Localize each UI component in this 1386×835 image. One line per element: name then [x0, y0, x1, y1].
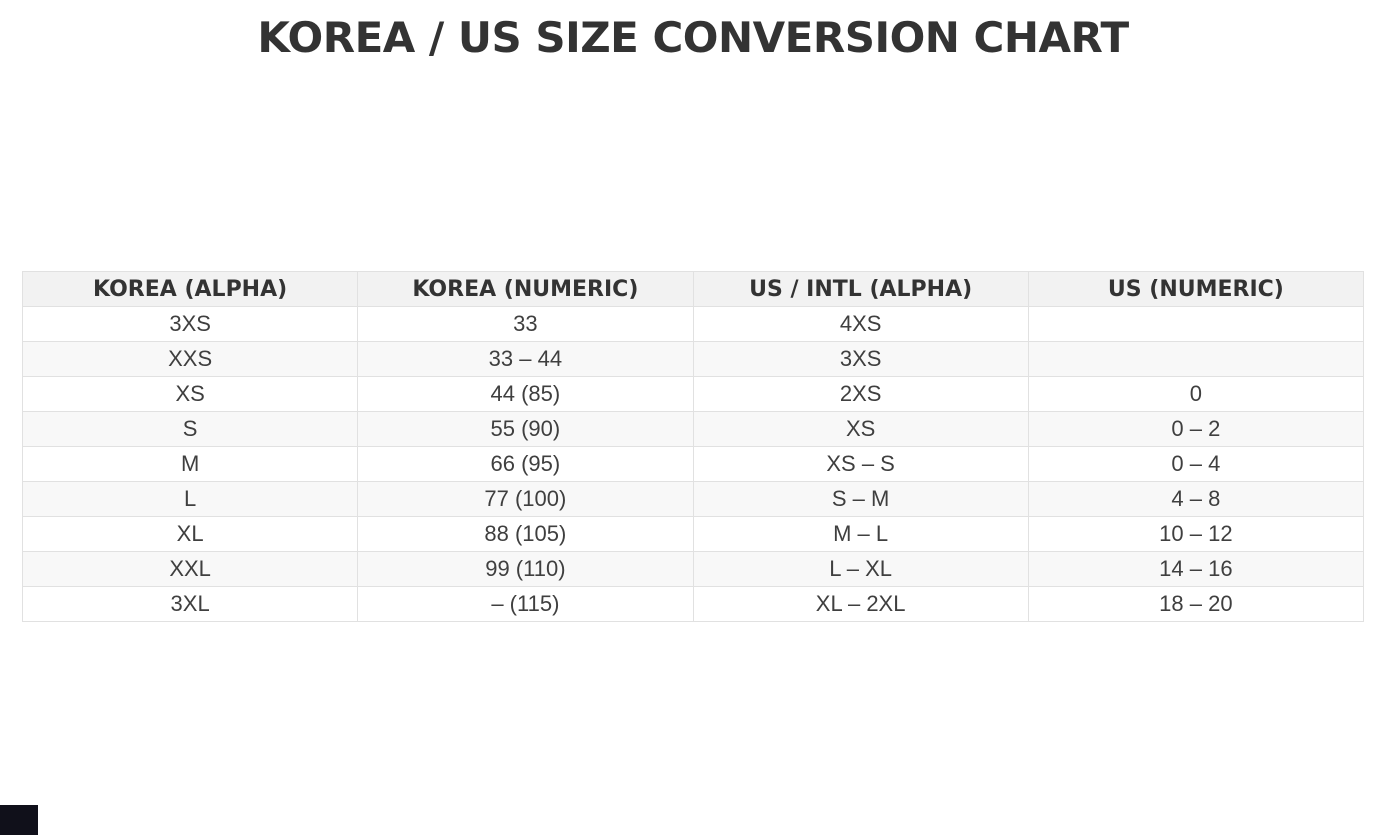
table-cell: L – XL — [692, 551, 1029, 587]
page-title: KOREA / US SIZE CONVERSION CHART — [257, 13, 1129, 62]
table-row: S 55 (90) XS 0 – 2 — [21, 411, 1365, 447]
table-cell — [1027, 341, 1365, 377]
column-header: US / INTL (ALPHA) — [692, 271, 1029, 307]
column-header: KOREA (ALPHA) — [21, 271, 359, 307]
table-body: 3XS 33 4XS XXS 33 – 44 3XS XS 44 (85) 2XS 0 S 55 (9… — [21, 306, 1365, 622]
table-cell: XS — [692, 411, 1029, 447]
table-row: XS 44 (85) 2XS 0 — [21, 376, 1365, 412]
table-row: 3XS 33 4XS — [21, 306, 1365, 342]
table-cell: 0 – 2 — [1027, 411, 1365, 447]
table-cell: L — [21, 481, 359, 517]
table-cell: 99 (110) — [357, 551, 694, 587]
table-cell: 18 – 20 — [1027, 586, 1365, 622]
table-cell: 55 (90) — [357, 411, 694, 447]
table-cell: XXS — [21, 341, 359, 377]
table-cell: 77 (100) — [357, 481, 694, 517]
table-cell: M — [21, 446, 359, 482]
table-cell: – (115) — [357, 586, 694, 622]
column-header: KOREA (NUMERIC) — [357, 271, 694, 307]
table-cell: 66 (95) — [357, 446, 694, 482]
table-cell: 33 – 44 — [357, 341, 694, 377]
table-cell: 3XS — [21, 306, 359, 342]
table-cell: 44 (85) — [357, 376, 694, 412]
table-cell: XS — [21, 376, 359, 412]
table-cell: 14 – 16 — [1027, 551, 1365, 587]
table-cell: XS – S — [692, 446, 1029, 482]
table-row: XL 88 (105) M – L 10 – 12 — [21, 516, 1365, 552]
table-row: 3XL – (115) XL – 2XL 18 – 20 — [21, 586, 1365, 622]
table-cell: 3XS — [692, 341, 1029, 377]
table-cell: XL – 2XL — [692, 586, 1029, 622]
table-cell: 33 — [357, 306, 694, 342]
table-cell: 0 – 4 — [1027, 446, 1365, 482]
table-cell: 3XL — [21, 586, 359, 622]
table-cell: XL — [21, 516, 359, 552]
bottom-left-dark-square — [0, 805, 38, 835]
table-cell: 88 (105) — [357, 516, 694, 552]
table-row: XXL 99 (110) L – XL 14 – 16 — [21, 551, 1365, 587]
header-row: KOREA (ALPHA) KOREA (NUMERIC) US / INTL (A… — [21, 271, 1365, 307]
column-header: US (NUMERIC) — [1027, 271, 1365, 307]
table-cell: 4XS — [692, 306, 1029, 342]
table-cell: XXL — [21, 551, 359, 587]
table-cell: 4 – 8 — [1027, 481, 1365, 517]
table-cell: 0 — [1027, 376, 1365, 412]
table-header: KOREA (ALPHA) KOREA (NUMERIC) US / INTL (A… — [21, 271, 1365, 307]
table-cell: 2XS — [692, 376, 1029, 412]
size-conversion-table: KOREA (ALPHA) KOREA (NUMERIC) US / INTL (A… — [21, 271, 1365, 622]
table-cell — [1027, 306, 1365, 342]
table-row: XXS 33 – 44 3XS — [21, 341, 1365, 377]
table-cell: 10 – 12 — [1027, 516, 1365, 552]
table-cell: S — [21, 411, 359, 447]
table-cell: M – L — [692, 516, 1029, 552]
table-cell: S – M — [692, 481, 1029, 517]
